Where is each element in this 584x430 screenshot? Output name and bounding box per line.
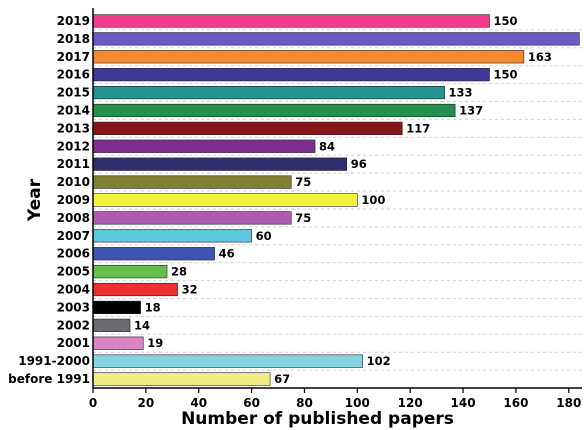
bar-2014: [92, 103, 456, 118]
x-tick-label: 140: [451, 396, 476, 410]
bar-2007: [92, 229, 252, 243]
bar-2009: [92, 193, 358, 207]
x-tick-label: 20: [138, 396, 155, 410]
x-tick-label: 160: [503, 396, 528, 410]
y-tick-label: 2008: [57, 211, 90, 225]
x-tick-label: 80: [296, 396, 313, 410]
bar-2010: [92, 175, 292, 189]
y-tick-label: 2017: [57, 50, 90, 64]
bar-2018: [92, 32, 580, 46]
value-label: 150: [493, 14, 517, 28]
y-tick-label: 2015: [57, 86, 90, 100]
bar-2008: [92, 211, 292, 225]
x-tick-label: 120: [398, 396, 423, 410]
bar-2017: [92, 50, 525, 64]
value-label: 14: [134, 318, 150, 332]
x-tick-label: 100: [345, 396, 370, 410]
value-label: 60: [256, 229, 272, 243]
value-labels: 1501841631501331371178496751007560462832…: [134, 14, 584, 386]
bar-2012: [92, 139, 316, 153]
bar-2004: [92, 282, 178, 297]
y-tick-label: 2003: [57, 300, 90, 314]
x-axis-title: Number of published papers: [181, 409, 454, 429]
bar-1991-2000: [92, 354, 363, 368]
y-tick-label: 2013: [57, 121, 90, 135]
bar-2015: [92, 85, 445, 100]
y-tick-label: 2004: [57, 283, 90, 297]
x-tick-labels: 0 20 40 60 80 100 120 140 160 180: [89, 388, 581, 410]
bar-2002: [92, 318, 131, 332]
y-tick-label: 2009: [57, 193, 90, 207]
x-tick-label: 60: [243, 396, 260, 410]
y-tick-label: 2016: [57, 68, 90, 82]
value-label: 137: [459, 103, 483, 117]
bar-2001: [92, 336, 144, 350]
value-label: 150: [493, 68, 517, 82]
y-tick-label: 2011: [57, 157, 90, 171]
value-label: 163: [528, 50, 552, 64]
y-tick-label: 2006: [57, 247, 90, 261]
value-label: 75: [295, 175, 311, 189]
y-tick-label: 2002: [57, 318, 90, 332]
bar-2003: [92, 300, 141, 315]
x-tick-label: 180: [556, 396, 581, 410]
y-tick-label: 2019: [57, 14, 90, 28]
bar-2006: [92, 247, 215, 261]
value-label: 84: [319, 139, 335, 153]
bar-2016: [92, 68, 490, 82]
value-label: 32: [182, 283, 198, 297]
bar-before-1991: [92, 372, 271, 386]
y-tick-labels: 2019 2018 2017 2016 2015 2014 2013 2012 2011 2010…: [8, 14, 90, 386]
y-tick-label: 2018: [57, 32, 90, 46]
value-label: 102: [367, 354, 391, 368]
x-tick-label: 0: [89, 396, 97, 410]
value-label: 75: [295, 211, 311, 225]
y-tick-label: before 1991: [8, 372, 90, 386]
bar-2013: [92, 121, 403, 135]
value-label: 100: [361, 193, 385, 207]
y-tick-label: 2010: [57, 175, 90, 189]
y-tick-label: 2012: [57, 139, 90, 153]
y-tick-label: 2007: [57, 229, 90, 243]
value-label: 67: [274, 372, 290, 386]
y-tick-label: 2001: [57, 336, 90, 350]
value-label: 133: [449, 86, 473, 100]
value-label: 117: [406, 121, 430, 135]
x-tick-label: 40: [190, 396, 207, 410]
bar-2019: [92, 14, 490, 28]
y-axis-title: Year: [25, 178, 45, 222]
bar-2011: [92, 157, 348, 171]
value-label: 46: [219, 247, 235, 261]
y-tick-label: 1991-2000: [18, 354, 90, 368]
value-label: 96: [351, 157, 367, 171]
y-tick-label: 2005: [57, 265, 90, 279]
value-label: 28: [171, 265, 187, 279]
value-label: 19: [147, 336, 163, 350]
value-label: 18: [145, 300, 161, 314]
bar-2005: [92, 265, 168, 279]
y-tick-label: 2014: [57, 103, 90, 117]
